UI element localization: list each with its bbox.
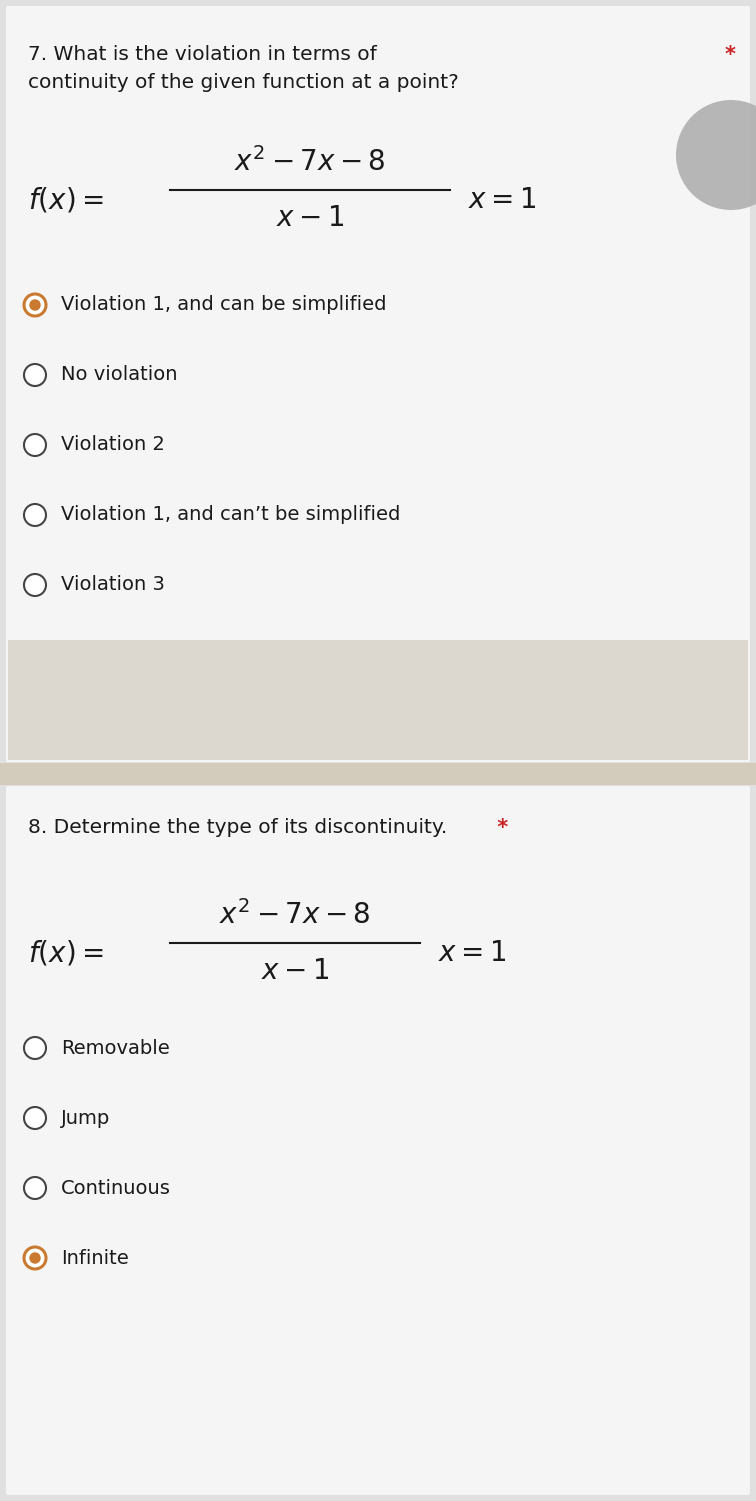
Text: Violation 2: Violation 2 xyxy=(61,435,165,455)
Text: $x - 1$: $x - 1$ xyxy=(261,958,329,985)
Circle shape xyxy=(29,1252,41,1264)
FancyBboxPatch shape xyxy=(6,6,750,763)
Text: $x - 1$: $x - 1$ xyxy=(276,204,344,233)
Circle shape xyxy=(24,1177,46,1199)
Circle shape xyxy=(24,434,46,456)
Text: Removable: Removable xyxy=(61,1039,170,1058)
Text: $x^2 - 7x - 8$: $x^2 - 7x - 8$ xyxy=(234,147,386,177)
Text: $f(x) =$: $f(x) =$ xyxy=(28,938,104,968)
Text: 8. Determine the type of its discontinuity.: 8. Determine the type of its discontinui… xyxy=(28,818,448,838)
Text: $f(x) =$: $f(x) =$ xyxy=(28,186,104,215)
Text: Violation 3: Violation 3 xyxy=(61,575,165,594)
Text: $x = 1$: $x = 1$ xyxy=(438,940,507,967)
Text: Violation 1, and can’t be simplified: Violation 1, and can’t be simplified xyxy=(61,506,401,524)
Circle shape xyxy=(24,573,46,596)
Text: 7. What is the violation in terms of: 7. What is the violation in terms of xyxy=(28,45,376,65)
FancyBboxPatch shape xyxy=(6,787,750,1495)
Text: Violation 1, and can be simplified: Violation 1, and can be simplified xyxy=(61,296,386,315)
Circle shape xyxy=(24,504,46,525)
Bar xyxy=(8,639,748,760)
Circle shape xyxy=(24,1037,46,1060)
Text: continuity of the given function at a point?: continuity of the given function at a po… xyxy=(28,74,459,92)
Circle shape xyxy=(24,1108,46,1129)
Circle shape xyxy=(676,101,756,210)
Text: $x = 1$: $x = 1$ xyxy=(468,186,536,215)
Text: *: * xyxy=(490,818,508,838)
Circle shape xyxy=(24,294,46,317)
Circle shape xyxy=(24,1247,46,1268)
Text: $x^2 - 7x - 8$: $x^2 - 7x - 8$ xyxy=(219,901,370,931)
Text: Jump: Jump xyxy=(61,1109,110,1127)
Bar xyxy=(0,763,756,785)
Text: Continuous: Continuous xyxy=(61,1178,171,1198)
Text: *: * xyxy=(725,45,736,65)
Text: No violation: No violation xyxy=(61,366,178,384)
Circle shape xyxy=(29,299,41,311)
Text: Infinite: Infinite xyxy=(61,1249,129,1267)
Circle shape xyxy=(24,365,46,386)
